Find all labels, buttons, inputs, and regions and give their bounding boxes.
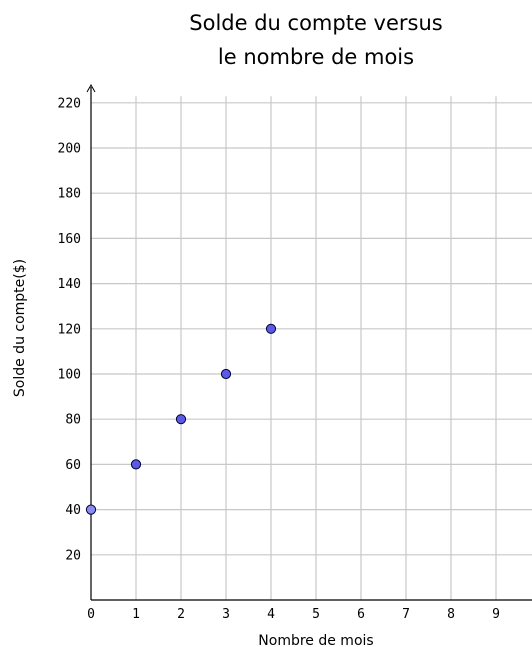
y-axis-label: Solde du compte($) xyxy=(12,259,28,397)
x-tick-label: 4 xyxy=(267,607,275,622)
x-tick-label: 9 xyxy=(492,607,500,622)
x-tick-label: 8 xyxy=(447,607,455,622)
axes xyxy=(86,83,532,601)
y-axis-arrow xyxy=(86,83,96,93)
data-point xyxy=(130,459,142,470)
y-tick-label: 180 xyxy=(58,187,81,202)
x-tick-label: 7 xyxy=(402,607,410,622)
y-tick-label: 200 xyxy=(58,142,81,157)
y-tick-label: 20 xyxy=(65,548,81,563)
y-tick-label: 60 xyxy=(65,458,81,473)
data-point xyxy=(175,414,187,425)
x-axis-label: Nombre de mois xyxy=(258,633,373,647)
chart-title-line-1: Solde du compte versus xyxy=(189,11,442,35)
data-point xyxy=(220,368,232,380)
y-tick-label: 140 xyxy=(58,277,81,292)
y-tick-label: 100 xyxy=(58,368,81,383)
x-tick-label: 3 xyxy=(222,607,230,622)
y-tick-label: 80 xyxy=(65,413,81,428)
y-tick-label: 40 xyxy=(65,503,81,518)
tick-labels: 0 1 2 3 4 5 6 7 8 9 20 40 60 80 100 120 140 160 180 200 220 xyxy=(58,96,500,622)
x-tick-label: 5 xyxy=(312,607,320,622)
grid xyxy=(91,96,532,600)
chart-title-line-2: le nombre de mois xyxy=(218,45,414,69)
y-tick-label: 120 xyxy=(58,322,81,337)
data-points xyxy=(85,323,277,515)
y-tick-label: 220 xyxy=(58,96,81,111)
data-point xyxy=(85,504,97,515)
x-tick-label: 6 xyxy=(357,607,365,622)
x-tick-label: 1 xyxy=(132,607,140,622)
x-tick-label: 2 xyxy=(177,607,185,622)
x-tick-label: 0 xyxy=(87,607,95,622)
data-point xyxy=(265,323,277,334)
y-tick-label: 160 xyxy=(58,232,81,247)
